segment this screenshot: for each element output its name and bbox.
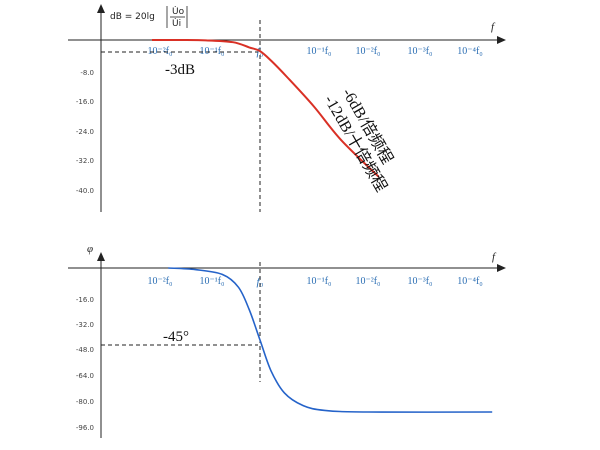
mag-x-tick: 10⁻¹f₀ (199, 46, 225, 57)
phase-plot: φ f 10⁻²f₀ 10⁻¹f₀ f₀ 10⁻¹f₀ 10⁻²f₀ 10⁻³f… (68, 243, 506, 438)
phase-y-arrow-icon (97, 252, 105, 261)
phase-y-tick: -32.0 (76, 321, 94, 329)
phase-x-tick: 10⁻⁴f₀ (457, 276, 483, 287)
mag-y-tick: -32.0 (76, 157, 94, 165)
mag-cutoff-label: -3dB (165, 62, 195, 78)
mag-y-arrow-icon (97, 4, 105, 13)
magnitude-plot: dB = 20lg U̇o U̇i f 10⁻²f₀ 10⁻¹f₀ f₀ 10⁻… (68, 4, 506, 212)
mag-y-tick: -24.0 (76, 128, 94, 136)
phase-x-tick: 10⁻¹f₀ (306, 276, 332, 287)
mag-x-tick: 10⁻⁴f₀ (457, 46, 483, 57)
mag-x-arrow-icon (497, 36, 506, 44)
mag-y-label-den: U̇i (172, 17, 181, 29)
mag-curve-line (151, 38, 380, 178)
phase-y-tick: -80.0 (76, 398, 94, 406)
mag-y-tick: -16.0 (76, 98, 94, 106)
mag-y-label-num: U̇o (172, 5, 185, 17)
phase-y-tick: -64.0 (76, 372, 94, 380)
phase-y-tick: -48.0 (76, 346, 94, 354)
phase-x-tick: 10⁻³f₀ (407, 276, 433, 287)
mag-x-tick: 10⁻³f₀ (407, 46, 433, 57)
mag-x-label: f (491, 21, 496, 33)
phase-y-label: φ (87, 243, 93, 255)
mag-y-label-prefix: dB = 20lg (110, 12, 155, 22)
mag-y-tick: -40.0 (76, 187, 94, 195)
phase-y-tick: -96.0 (76, 424, 94, 432)
phase-x-tick: 10⁻²f₀ (147, 276, 173, 287)
phase-x-arrow-icon (497, 264, 506, 272)
phase-curve-line (168, 267, 493, 413)
phase-x-tick: 10⁻²f₀ (355, 276, 381, 287)
mag-y-tick: -8.0 (80, 69, 94, 77)
phase-cutoff-label: -45° (163, 329, 189, 345)
phase-x-label: f (492, 251, 497, 263)
mag-x-tick: 10⁻²f₀ (355, 46, 381, 57)
phase-y-tick: -16.0 (76, 296, 94, 304)
phase-x-tick-f0: f₀ (257, 276, 264, 288)
mag-x-tick: 10⁻¹f₀ (306, 46, 332, 57)
mag-y-label: dB = 20lg U̇o U̇i (110, 5, 188, 29)
phase-x-tick: 10⁻¹f₀ (199, 276, 225, 287)
